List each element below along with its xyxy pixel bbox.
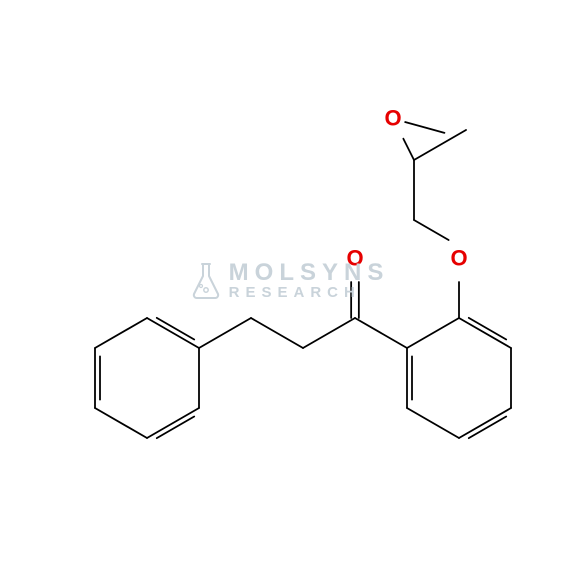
structure-canvas: O O O	[0, 0, 580, 580]
oxygen-atom-label: O	[384, 106, 401, 131]
oxygen-atom-label: O	[450, 246, 467, 271]
oxygen-atom-label: O	[346, 246, 363, 271]
